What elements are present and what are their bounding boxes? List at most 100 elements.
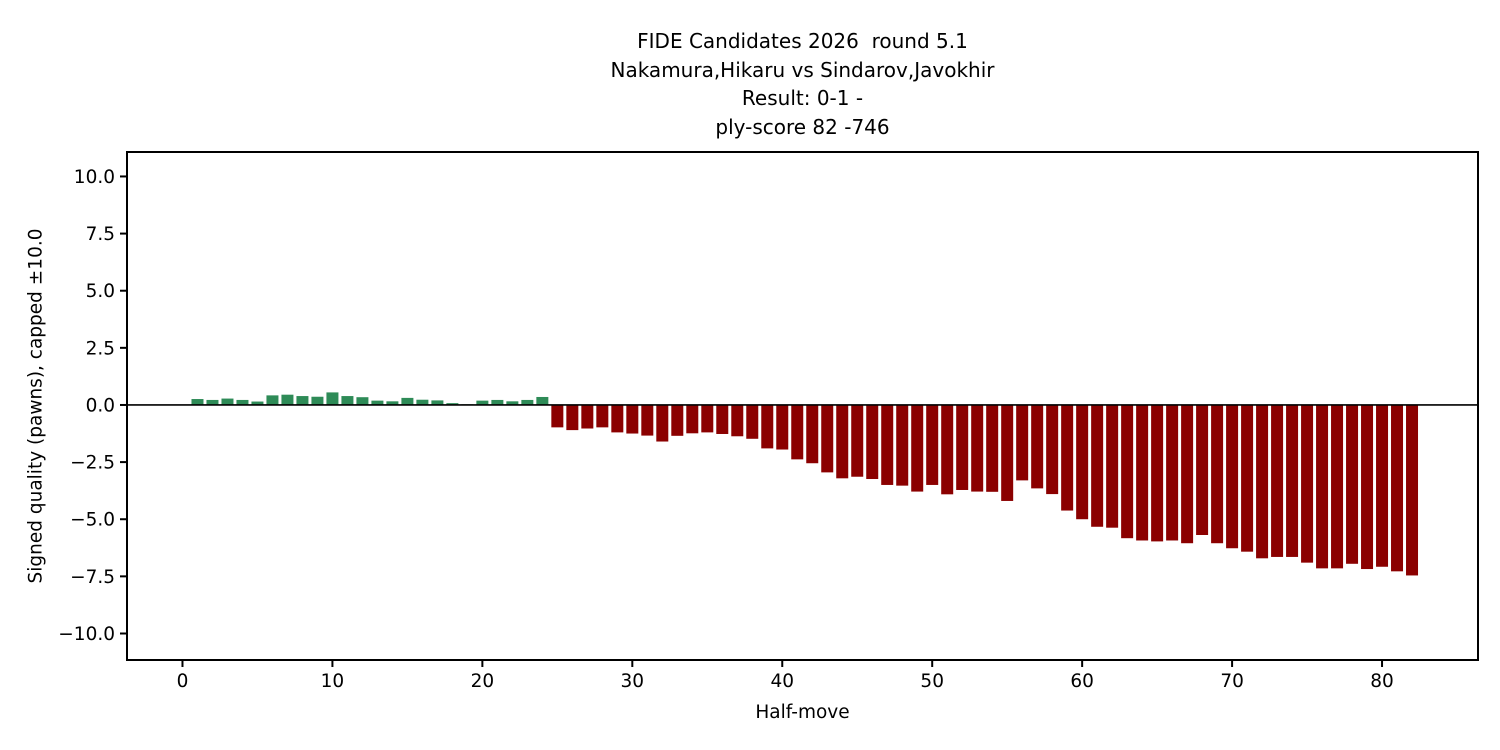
x-tick-label: 70 — [1220, 671, 1244, 692]
bar-halfmove-82 — [1406, 404, 1419, 576]
bar-halfmove-10 — [326, 392, 339, 405]
bar-halfmove-80 — [1376, 404, 1389, 567]
bar-halfmove-52 — [956, 404, 969, 490]
y-tick-label: 0.0 — [86, 395, 115, 416]
bar-halfmove-31 — [641, 404, 654, 436]
bar-halfmove-6 — [266, 395, 279, 405]
bar-halfmove-62 — [1106, 404, 1119, 528]
bar-halfmove-36 — [716, 404, 729, 434]
bar-halfmove-79 — [1361, 404, 1374, 570]
x-tick-label: 0 — [177, 671, 189, 692]
chart-title-line-3: Result: 0-1 - — [741, 86, 864, 110]
bar-halfmove-13 — [371, 400, 384, 405]
bar-halfmove-44 — [836, 404, 849, 479]
bar-halfmove-7 — [281, 394, 294, 405]
bar-halfmove-4 — [236, 399, 249, 405]
bar-halfmove-47 — [881, 404, 894, 485]
bar-halfmove-42 — [806, 404, 819, 464]
bar-halfmove-68 — [1196, 404, 1209, 535]
bar-halfmove-32 — [656, 404, 669, 442]
bar-halfmove-59 — [1061, 404, 1074, 511]
bar-halfmove-35 — [701, 404, 714, 433]
bar-halfmove-76 — [1316, 404, 1329, 569]
bar-halfmove-21 — [491, 399, 504, 405]
bar-halfmove-27 — [581, 404, 594, 429]
bar-halfmove-69 — [1211, 404, 1224, 544]
bar-halfmove-2 — [206, 399, 219, 405]
y-tick-label: 7.5 — [86, 224, 115, 245]
x-tick-label: 80 — [1370, 671, 1394, 692]
bar-halfmove-64 — [1136, 404, 1149, 541]
y-tick-label: 5.0 — [86, 281, 115, 302]
bar-halfmove-48 — [896, 404, 909, 486]
bar-halfmove-45 — [851, 404, 864, 477]
bar-halfmove-43 — [821, 404, 834, 473]
y-tick-label: 10.0 — [74, 167, 115, 188]
x-tick-label: 60 — [1070, 671, 1094, 692]
bar-halfmove-49 — [911, 404, 924, 492]
bar-halfmove-24 — [536, 396, 549, 405]
bar-halfmove-77 — [1331, 404, 1344, 569]
bar-halfmove-37 — [731, 404, 744, 437]
bar-halfmove-57 — [1031, 404, 1044, 489]
bar-halfmove-34 — [686, 404, 699, 434]
chart-title-line-4: ply-score 82 -746 — [715, 114, 890, 139]
bar-halfmove-25 — [551, 404, 564, 428]
bar-halfmove-40 — [776, 404, 789, 450]
y-tick-label: −2.5 — [70, 453, 115, 474]
chart-title: FIDE Candidates 2026 round 5.1 Nakamura,… — [127, 27, 1478, 141]
y-tick-label: 2.5 — [86, 338, 115, 359]
bar-halfmove-70 — [1226, 404, 1239, 549]
bar-halfmove-54 — [986, 404, 999, 492]
bar-halfmove-55 — [1001, 404, 1014, 501]
bar-halfmove-67 — [1181, 404, 1194, 544]
bar-halfmove-3 — [221, 398, 234, 405]
bar-halfmove-60 — [1076, 404, 1089, 520]
bar-halfmove-50 — [926, 404, 939, 485]
y-tick-label: −10.0 — [58, 624, 115, 645]
bar-halfmove-61 — [1091, 404, 1104, 527]
x-tick-label: 30 — [621, 671, 645, 692]
x-tick-label: 10 — [321, 671, 345, 692]
bar-halfmove-73 — [1271, 404, 1284, 557]
bar-halfmove-14 — [386, 401, 399, 405]
bar-halfmove-11 — [341, 396, 354, 405]
bar-halfmove-18 — [446, 403, 459, 405]
bar-halfmove-39 — [761, 404, 774, 449]
bar-halfmove-66 — [1166, 404, 1179, 541]
bar-halfmove-20 — [476, 400, 489, 405]
x-tick-label: 40 — [770, 671, 794, 692]
bar-halfmove-29 — [611, 404, 624, 433]
plot-border — [126, 151, 1479, 661]
bar-halfmove-9 — [311, 396, 324, 405]
bar-halfmove-26 — [566, 404, 579, 431]
x-tick-label: 50 — [920, 671, 944, 692]
y-tick-label: −5.0 — [70, 510, 115, 531]
bar-halfmove-12 — [356, 397, 369, 405]
bar-halfmove-8 — [296, 396, 309, 405]
bar-halfmove-22 — [506, 401, 519, 405]
bar-halfmove-41 — [791, 404, 804, 460]
bar-halfmove-65 — [1151, 404, 1164, 542]
y-tick-label: −7.5 — [70, 567, 115, 588]
bar-halfmove-63 — [1121, 404, 1134, 539]
bar-halfmove-28 — [596, 404, 609, 428]
bar-halfmove-5 — [251, 401, 264, 405]
bar-halfmove-75 — [1301, 404, 1314, 563]
bar-halfmove-15 — [401, 397, 414, 405]
bar-halfmove-30 — [626, 404, 639, 434]
bar-halfmove-46 — [866, 404, 879, 480]
bar-halfmove-72 — [1256, 404, 1269, 559]
bar-halfmove-16 — [416, 399, 429, 405]
bar-halfmove-33 — [671, 404, 684, 436]
x-axis-label: Half-move — [755, 702, 850, 723]
bar-halfmove-56 — [1016, 404, 1029, 481]
bar-halfmove-51 — [941, 404, 954, 495]
bar-halfmove-78 — [1346, 404, 1359, 564]
chart-title-line-2: Nakamura,Hikaru vs Sindarov,Javokhir — [610, 57, 995, 82]
x-tick-label: 20 — [471, 671, 495, 692]
bar-halfmove-17 — [431, 400, 444, 405]
bar-halfmove-71 — [1241, 404, 1254, 552]
